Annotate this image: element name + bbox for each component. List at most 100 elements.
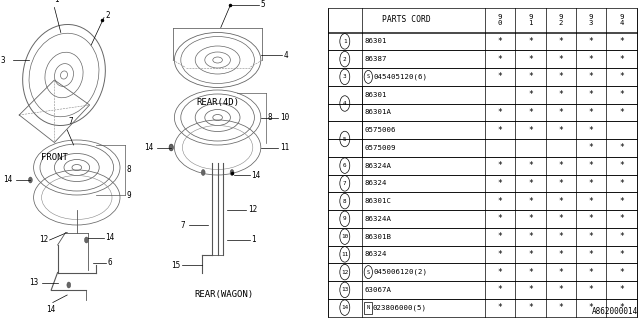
Text: 1: 1 <box>251 236 256 244</box>
Text: *: * <box>558 108 563 117</box>
Text: 7: 7 <box>68 117 73 126</box>
Circle shape <box>169 144 173 151</box>
Text: *: * <box>497 196 502 206</box>
Text: 13: 13 <box>29 278 38 287</box>
Text: 3: 3 <box>343 74 347 79</box>
Text: *: * <box>589 143 594 152</box>
Text: *: * <box>528 37 533 46</box>
Text: 9
3: 9 3 <box>589 14 593 26</box>
Text: 8: 8 <box>268 113 272 122</box>
Text: *: * <box>497 179 502 188</box>
Text: 9: 9 <box>127 190 131 199</box>
Bar <box>328 33 637 50</box>
Bar <box>328 103 637 121</box>
Text: 1: 1 <box>54 0 58 4</box>
Text: *: * <box>558 161 563 170</box>
Text: *: * <box>619 143 624 152</box>
Text: 9: 9 <box>343 216 347 221</box>
Text: *: * <box>528 72 533 81</box>
Text: 86301A: 86301A <box>364 109 391 116</box>
Text: 9
2: 9 2 <box>559 14 563 26</box>
Text: *: * <box>528 214 533 223</box>
Text: 5: 5 <box>261 1 266 10</box>
Text: *: * <box>558 126 563 135</box>
Text: *: * <box>497 161 502 170</box>
Circle shape <box>67 282 70 288</box>
Text: *: * <box>528 303 533 312</box>
Text: *: * <box>558 250 563 259</box>
Text: *: * <box>619 90 624 99</box>
Text: 045006120(2): 045006120(2) <box>374 269 428 276</box>
Text: *: * <box>619 72 624 81</box>
Text: *: * <box>589 126 594 135</box>
Text: *: * <box>589 196 594 206</box>
Text: *: * <box>558 214 563 223</box>
Circle shape <box>28 177 32 183</box>
Text: 14: 14 <box>145 143 154 152</box>
Text: 11: 11 <box>341 252 348 257</box>
Text: 8: 8 <box>127 165 131 174</box>
Bar <box>328 86 637 103</box>
Text: *: * <box>528 196 533 206</box>
Bar <box>328 228 637 245</box>
Bar <box>328 281 637 299</box>
Text: 86324: 86324 <box>364 180 387 186</box>
Text: 12: 12 <box>341 270 348 275</box>
Text: 0575009: 0575009 <box>364 145 396 151</box>
Text: *: * <box>589 250 594 259</box>
Text: *: * <box>619 285 624 294</box>
Text: *: * <box>528 268 533 276</box>
Text: 7: 7 <box>343 181 347 186</box>
Text: *: * <box>558 303 563 312</box>
Text: *: * <box>528 108 533 117</box>
Text: REAR(WAGON): REAR(WAGON) <box>195 291 253 300</box>
Text: *: * <box>528 126 533 135</box>
Text: *: * <box>619 161 624 170</box>
Text: *: * <box>619 108 624 117</box>
Text: 10: 10 <box>341 234 348 239</box>
Text: *: * <box>558 196 563 206</box>
Text: 86324A: 86324A <box>364 216 391 222</box>
Text: *: * <box>528 250 533 259</box>
Text: 2: 2 <box>343 57 347 62</box>
Bar <box>328 121 637 139</box>
Text: 86324A: 86324A <box>364 163 391 169</box>
Bar <box>328 68 637 86</box>
Text: *: * <box>619 214 624 223</box>
Text: *: * <box>619 268 624 276</box>
Text: 2: 2 <box>106 12 110 20</box>
Text: *: * <box>528 232 533 241</box>
Text: 045405120(6): 045405120(6) <box>374 74 428 80</box>
Text: *: * <box>589 90 594 99</box>
Text: 86324: 86324 <box>364 252 387 257</box>
Text: S: S <box>367 270 370 275</box>
Text: 9
4: 9 4 <box>620 14 624 26</box>
Text: 9
0: 9 0 <box>498 14 502 26</box>
Text: 86301: 86301 <box>364 92 387 98</box>
Text: S: S <box>367 74 370 79</box>
Circle shape <box>169 145 173 150</box>
Text: *: * <box>619 179 624 188</box>
Text: *: * <box>589 72 594 81</box>
Text: *: * <box>619 250 624 259</box>
Text: PARTS CORD: PARTS CORD <box>382 15 431 25</box>
Text: *: * <box>528 285 533 294</box>
Text: *: * <box>619 303 624 312</box>
Text: *: * <box>589 37 594 46</box>
Text: *: * <box>497 303 502 312</box>
Text: *: * <box>589 214 594 223</box>
Text: 4: 4 <box>283 51 288 60</box>
Text: *: * <box>528 55 533 64</box>
Text: 0575006: 0575006 <box>364 127 396 133</box>
Text: *: * <box>619 37 624 46</box>
Text: N: N <box>367 305 369 310</box>
Text: 12: 12 <box>248 205 257 214</box>
Bar <box>328 174 637 192</box>
Text: *: * <box>497 37 502 46</box>
Bar <box>328 192 637 210</box>
Text: 3: 3 <box>0 57 4 66</box>
Circle shape <box>84 237 88 243</box>
Text: 4: 4 <box>343 101 347 106</box>
Text: 15: 15 <box>172 260 181 269</box>
Text: 6: 6 <box>107 258 112 267</box>
